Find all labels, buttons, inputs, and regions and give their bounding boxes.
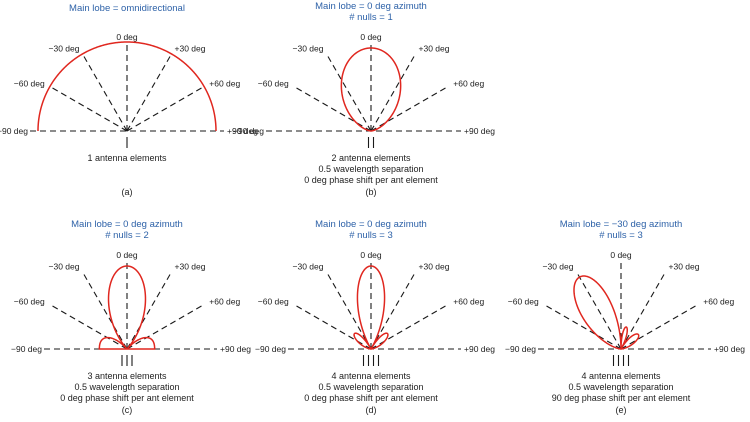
panel-nulls-label: # nulls = 1 [349, 12, 393, 23]
pattern-panel-b: Main lobe = 0 deg azimuth# nulls = 1 −90 … [233, 1, 495, 197]
pattern-panel-d: Main lobe = 0 deg azimuth# nulls = 3 −90 … [255, 219, 495, 415]
angle-label-0: 0 deg [610, 250, 632, 260]
panel-caption: (e) [616, 405, 627, 415]
angle-label-p30: +30 deg [669, 262, 700, 272]
spoke-60 [620, 304, 699, 350]
phase-shift-label: 0 deg phase shift per ant element [304, 175, 438, 185]
angle-label-p30: +30 deg [419, 262, 450, 272]
angle-label-m30: −30 deg [293, 44, 324, 54]
angle-label-p60: +60 deg [703, 297, 734, 307]
angle-label-p30: +30 deg [175, 44, 206, 54]
separation-label: 0.5 wavelength separation [318, 382, 423, 392]
angle-label-m90: −90 deg [11, 344, 42, 354]
spoke-60 [370, 86, 449, 132]
panel-title: Main lobe = 0 deg azimuth [315, 1, 427, 12]
spoke-30 [620, 271, 666, 350]
angle-label-m60: −60 deg [258, 297, 289, 307]
spoke-30 [126, 271, 172, 350]
pattern-panel-a: Main lobe = omnidirectional −90 deg −60 de… [0, 3, 258, 197]
panel-nulls-label: # nulls = 2 [105, 230, 149, 241]
phase-shift-label: 90 deg phase shift per ant element [552, 393, 691, 403]
separation-label: 0.5 wavelength separation [568, 382, 673, 392]
angle-label-m60: −60 deg [258, 79, 289, 89]
spoke-30 [370, 53, 416, 132]
radiation-pattern [98, 265, 156, 350]
separation-label: 0.5 wavelength separation [74, 382, 179, 392]
radiation-pattern [573, 275, 640, 350]
element-count-label: 4 antenna elements [581, 371, 661, 381]
angle-label-p90: +90 deg [220, 344, 251, 354]
angle-label-m60: −60 deg [508, 297, 539, 307]
panel-title: Main lobe = omnidirectional [69, 3, 185, 14]
angle-label-p60: +60 deg [209, 297, 240, 307]
spoke-m30 [82, 53, 128, 132]
spoke-60 [126, 86, 205, 132]
angle-label-m90: −90 deg [505, 344, 536, 354]
angle-label-0: 0 deg [116, 32, 138, 42]
angle-label-m30: −30 deg [49, 44, 80, 54]
angle-label-m60: −60 deg [14, 79, 45, 89]
spoke-m30 [82, 271, 128, 350]
angle-label-p90: +90 deg [714, 344, 745, 354]
angle-label-p60: +60 deg [453, 297, 484, 307]
angle-label-0: 0 deg [360, 250, 382, 260]
angle-label-m60: −60 deg [14, 297, 45, 307]
angle-label-0: 0 deg [116, 250, 138, 260]
panel-title: Main lobe = −30 deg azimuth [560, 219, 683, 230]
element-count-label: 1 antenna elements [87, 153, 167, 163]
spoke-30 [370, 271, 416, 350]
phase-shift-label: 0 deg phase shift per ant element [304, 393, 438, 403]
spoke-m30 [326, 271, 372, 350]
panel-caption: (a) [122, 187, 133, 197]
angle-label-p90: +90 deg [464, 126, 495, 136]
angle-label-m90: −90 deg [255, 344, 286, 354]
angle-label-p90: +90 deg [227, 126, 258, 136]
spoke-60 [126, 304, 205, 350]
angle-label-p30: +30 deg [419, 44, 450, 54]
spoke-m60 [543, 304, 622, 350]
spoke-30 [126, 53, 172, 132]
radiation-pattern [37, 41, 217, 131]
panel-caption: (c) [122, 405, 133, 415]
spoke-m60 [49, 304, 128, 350]
radiation-pattern [340, 47, 402, 132]
phase-shift-label: 0 deg phase shift per ant element [60, 393, 194, 403]
angle-label-p90: +90 deg [464, 344, 495, 354]
angle-label-m90: −90 deg [0, 126, 28, 136]
angle-label-0: 0 deg [360, 32, 382, 42]
pattern-panel-c: Main lobe = 0 deg azimuth# nulls = 2 −90 … [11, 219, 251, 415]
angle-label-m30: −30 deg [543, 262, 574, 272]
panel-title: Main lobe = 0 deg azimuth [71, 219, 183, 230]
angle-label-p30: +30 deg [175, 262, 206, 272]
angle-label-p60: +60 deg [453, 79, 484, 89]
angle-label-m90: −90 deg [233, 126, 264, 136]
panel-nulls-label: # nulls = 3 [599, 230, 643, 241]
element-count-label: 3 antenna elements [87, 371, 167, 381]
element-count-label: 4 antenna elements [331, 371, 411, 381]
angle-label-m30: −30 deg [293, 262, 324, 272]
angle-label-m30: −30 deg [49, 262, 80, 272]
pattern-panel-e: Main lobe = −30 deg azimuth# nulls = 3 −9… [505, 219, 745, 415]
separation-label: 0.5 wavelength separation [318, 164, 423, 174]
panel-caption: (d) [366, 405, 377, 415]
panel-nulls-label: # nulls = 3 [349, 230, 393, 241]
spoke-m30 [576, 271, 622, 350]
spoke-m60 [49, 86, 128, 132]
spoke-m60 [293, 86, 372, 132]
radiation-pattern [353, 265, 389, 350]
panel-caption: (b) [366, 187, 377, 197]
element-count-label: 2 antenna elements [331, 153, 411, 163]
panel-title: Main lobe = 0 deg azimuth [315, 219, 427, 230]
angle-label-p60: +60 deg [209, 79, 240, 89]
spoke-m30 [326, 53, 372, 132]
